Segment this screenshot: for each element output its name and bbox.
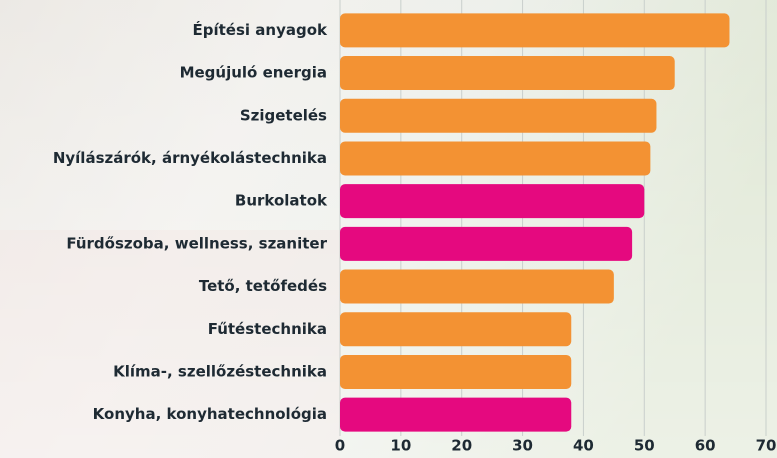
- bar: [340, 98, 657, 133]
- x-tick-label: 50: [634, 437, 655, 455]
- bar: [340, 312, 572, 347]
- y-tick-label: Klíma-, szellőzéstechnika: [113, 362, 327, 380]
- x-tick-label: 60: [695, 437, 716, 455]
- bar: [340, 269, 614, 304]
- x-tick-label: 0: [335, 437, 345, 455]
- bar: [340, 141, 651, 176]
- y-tick-label: Megújuló energia: [180, 64, 327, 82]
- y-tick-label: Tető, tetőfedés: [199, 277, 327, 295]
- x-tick-label: 30: [512, 437, 533, 455]
- x-tick-label: 10: [390, 437, 411, 455]
- x-tick-label: 70: [756, 437, 777, 455]
- y-tick-label: Szigetelés: [240, 106, 327, 124]
- bar: [340, 226, 633, 261]
- bar: [340, 354, 572, 389]
- y-tick-label: Konyha, konyhatechnológia: [93, 405, 327, 423]
- y-tick-label: Burkolatok: [235, 192, 328, 210]
- y-tick-label: Fűtéstechnika: [208, 320, 327, 338]
- bar: [340, 397, 572, 432]
- bar: [340, 184, 645, 219]
- y-tick-label: Nyílászárók, árnyékolástechnika: [53, 149, 327, 167]
- x-tick-label: 20: [451, 437, 472, 455]
- x-tick-label: 40: [573, 437, 594, 455]
- y-tick-label: Építési anyagok: [193, 20, 329, 39]
- bar: [340, 56, 675, 91]
- bar: [340, 13, 730, 48]
- y-tick-label: Fürdőszoba, wellness, szaniter: [66, 234, 327, 252]
